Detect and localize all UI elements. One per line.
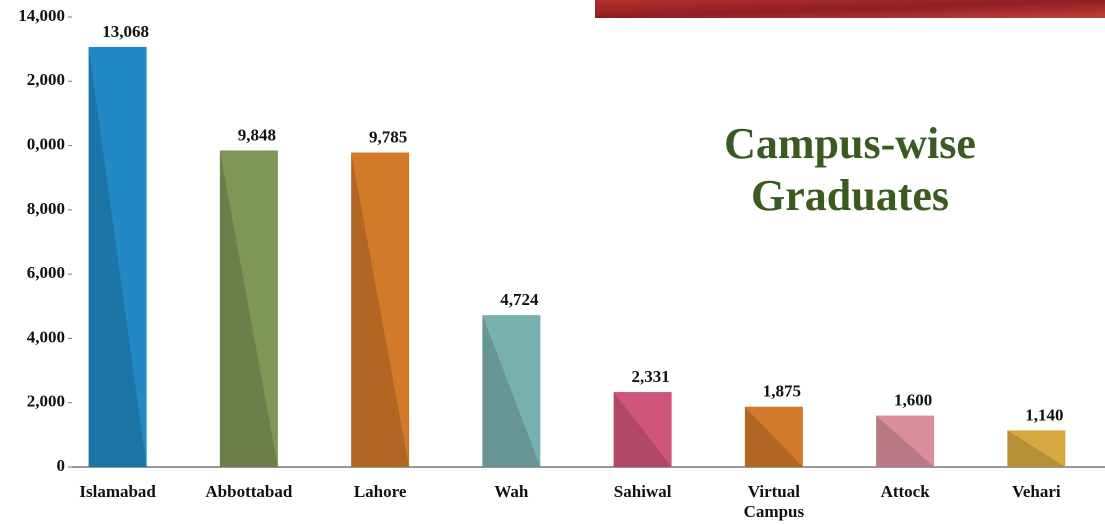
y-tick-label: 8,000	[27, 199, 65, 218]
chart: 0 2,000 4,000 6,000 8,000 0,000 2,000 14,000 13,…	[0, 0, 1105, 525]
value-label: 1,140	[1025, 405, 1063, 424]
x-tick-label: Abbottabad	[199, 482, 299, 502]
value-label: 13,068	[102, 22, 149, 41]
x-tick-label: Attock	[855, 482, 955, 502]
y-tick-label: 4,000	[27, 327, 65, 346]
x-tick-label: Sahiwal	[593, 482, 693, 502]
value-label: 1,875	[763, 382, 801, 401]
y-tick-label: 2,000	[27, 70, 65, 89]
y-tick-label: 2,000	[27, 392, 65, 411]
y-tick-label: 0	[57, 456, 66, 475]
y-tick-label: 0,000	[27, 134, 65, 153]
value-label: 9,785	[369, 127, 407, 146]
value-label: 9,848	[238, 125, 276, 144]
page: {"chart_data": {"type": "bar", "title": …	[0, 0, 1105, 525]
chart-title: Campus-wise Graduates	[640, 118, 1060, 222]
x-tick-label: Islamabad	[68, 482, 168, 502]
header-image	[595, 0, 1105, 18]
x-tick-label: Wah	[461, 482, 561, 502]
value-label: 1,600	[894, 390, 932, 409]
x-tick-label: Lahore	[330, 482, 430, 502]
value-label: 2,331	[632, 367, 670, 386]
y-tick-label: 6,000	[27, 263, 65, 282]
x-tick-label: Virtual Campus	[724, 482, 824, 522]
x-tick-label: Vehari	[986, 482, 1086, 502]
value-label: 4,724	[500, 290, 539, 309]
y-tick-label: 14,000	[18, 6, 65, 25]
